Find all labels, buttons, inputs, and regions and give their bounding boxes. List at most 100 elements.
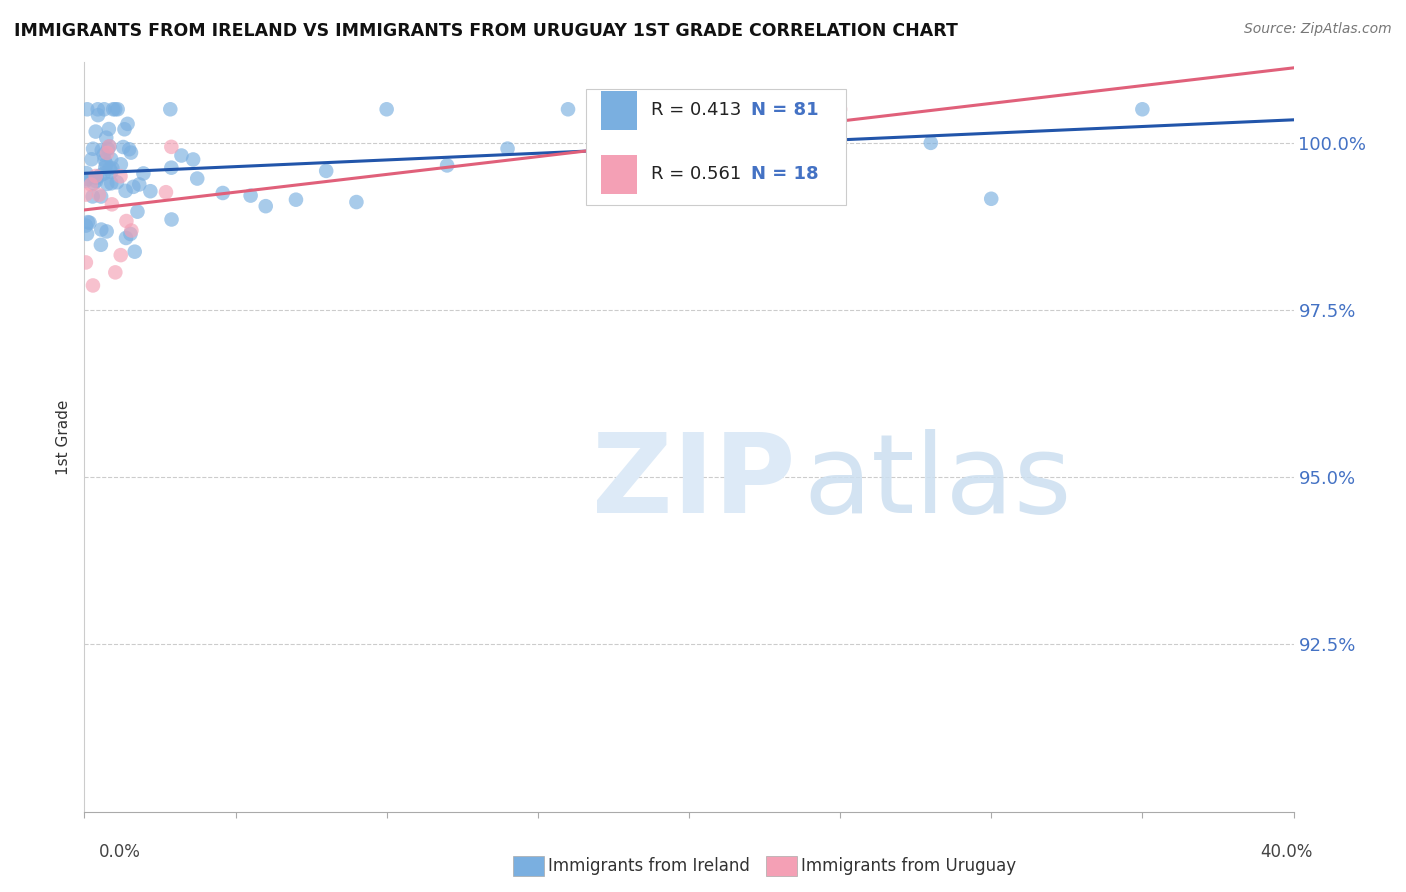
Point [80, 178, 103, 192]
Point [90, 237, 112, 252]
Point [160, 140, 183, 154]
Point [104, 102, 127, 116]
Point [117, 117, 139, 131]
Point [103, 102, 125, 116]
Point [75, 255, 97, 269]
Point [346, 195, 368, 210]
Point [160, 212, 183, 227]
Point [87, 187, 110, 202]
Point [110, 248, 132, 262]
Point [75, 187, 97, 202]
Point [120, 145, 142, 160]
Point [100, 165, 122, 179]
Point [799, 106, 821, 120]
Point [830, 102, 852, 116]
Point [97, 122, 120, 136]
Point [496, 142, 519, 156]
Point [436, 158, 458, 172]
Point [120, 227, 142, 241]
Point [76, 227, 98, 241]
Point [87, 108, 110, 122]
Text: 0.0%: 0.0% [98, 843, 141, 861]
Text: R = 0.413: R = 0.413 [651, 102, 742, 120]
Point [82, 142, 104, 156]
Bar [586, 88, 846, 205]
Point [96, 130, 118, 145]
Point [115, 231, 138, 245]
Point [315, 164, 337, 178]
Point [110, 157, 132, 171]
Point [128, 178, 150, 192]
Point [96, 224, 118, 238]
Text: 40.0%: 40.0% [1260, 843, 1313, 861]
Point [93, 153, 115, 167]
Point [678, 146, 700, 161]
Point [96, 177, 118, 191]
Point [239, 188, 262, 202]
Point [132, 166, 155, 180]
Point [738, 144, 761, 158]
Point [122, 179, 145, 194]
Point [83, 177, 105, 191]
Point [124, 244, 146, 259]
Point [98, 161, 121, 176]
Point [84, 169, 107, 183]
Bar [600, 154, 637, 194]
Point [100, 152, 122, 166]
Point [114, 184, 136, 198]
Point [75, 219, 97, 233]
Point [94, 161, 117, 175]
Point [101, 197, 124, 211]
Point [115, 214, 138, 228]
Text: ZIP: ZIP [592, 428, 796, 535]
Point [211, 186, 233, 200]
Point [93, 167, 115, 181]
Point [557, 102, 579, 116]
Point [84, 125, 107, 139]
Point [89, 169, 111, 183]
Point [980, 192, 1002, 206]
Text: Immigrants from Ireland: Immigrants from Ireland [548, 857, 751, 875]
Point [100, 177, 122, 191]
Text: IMMIGRANTS FROM IRELAND VS IMMIGRANTS FROM URUGUAY 1ST GRADE CORRELATION CHART: IMMIGRANTS FROM IRELAND VS IMMIGRANTS FR… [14, 22, 957, 40]
Text: atlas: atlas [804, 428, 1073, 535]
Point [139, 184, 162, 198]
Text: Immigrants from Uruguay: Immigrants from Uruguay [801, 857, 1017, 875]
Point [82, 278, 104, 293]
Bar [600, 91, 637, 130]
Text: N = 18: N = 18 [751, 165, 818, 183]
Point [186, 171, 208, 186]
Y-axis label: 1st Grade: 1st Grade [56, 400, 72, 475]
Point [80, 153, 103, 167]
Point [1132, 102, 1154, 116]
Point [127, 204, 149, 219]
Point [254, 199, 277, 213]
Point [75, 166, 97, 180]
Point [76, 215, 98, 229]
Point [159, 102, 181, 116]
Point [107, 102, 129, 116]
Point [93, 147, 115, 161]
Point [105, 175, 128, 189]
Point [96, 146, 118, 161]
Point [617, 102, 640, 116]
Point [90, 143, 112, 157]
Point [98, 139, 121, 153]
Point [97, 142, 120, 156]
Point [110, 169, 132, 184]
Point [90, 222, 112, 236]
Point [738, 124, 761, 138]
Point [181, 153, 204, 167]
Point [82, 189, 104, 203]
Point [75, 174, 97, 188]
Point [170, 148, 193, 162]
Text: Source: ZipAtlas.com: Source: ZipAtlas.com [1244, 22, 1392, 37]
Point [104, 265, 127, 279]
Point [920, 136, 942, 150]
Point [101, 161, 124, 176]
Point [120, 223, 142, 237]
Point [160, 161, 183, 175]
Point [76, 102, 98, 116]
Point [285, 193, 308, 207]
Point [96, 157, 118, 171]
